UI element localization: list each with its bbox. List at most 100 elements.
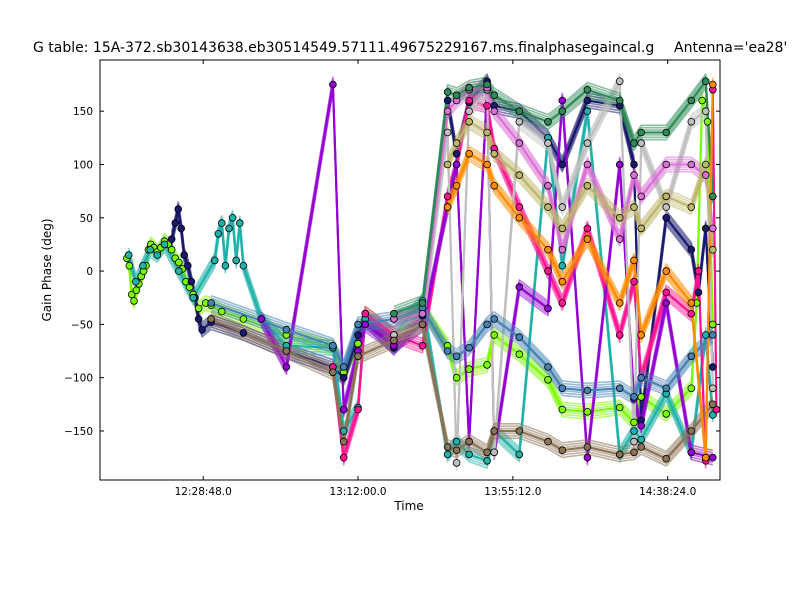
data-point-0-39 (490, 331, 499, 339)
data-point-0-26 (218, 307, 226, 316)
series-line-7 (210, 325, 714, 467)
x-tick-label: 13:55:12.0 (484, 486, 541, 498)
data-point-2-8 (210, 256, 219, 265)
data-point-6-9 (465, 343, 473, 352)
data-point-1-9 (198, 325, 206, 334)
data-point-7-4 (354, 352, 362, 361)
data-point-2-39 (701, 331, 710, 339)
data-point-4-5 (361, 320, 370, 329)
data-point-4-14 (544, 304, 552, 313)
data-point-0-50 (698, 96, 706, 105)
data-point-5-12 (630, 437, 638, 446)
data-point-2-7 (189, 293, 198, 302)
data-point-4-3 (339, 405, 348, 414)
data-point-2-40 (708, 411, 717, 419)
data-point-9-5 (483, 80, 491, 89)
data-point-10-10 (630, 256, 638, 265)
chart-title: G table: 15A-372.sb30143638.eb30514549.5… (33, 40, 654, 56)
data-point-11-1 (452, 139, 461, 147)
data-point-4-19 (637, 421, 645, 430)
data-point-0-18 (175, 258, 183, 267)
data-point-4-22 (708, 453, 717, 462)
data-point-7-20 (687, 427, 696, 435)
data-point-7-17 (630, 448, 638, 457)
data-point-1-26 (558, 160, 567, 169)
data-point-11-0 (443, 160, 452, 169)
data-point-2-11 (221, 261, 230, 270)
series-line-10 (446, 82, 714, 456)
data-point-4-13 (515, 283, 524, 291)
data-point-7-6 (418, 320, 427, 329)
data-point-1-2 (174, 205, 183, 214)
data-point-7-7 (443, 443, 452, 451)
data-point-1-35 (708, 363, 717, 371)
data-point-6-7 (443, 347, 452, 355)
data-point-0-42 (558, 405, 567, 414)
data-point-9-0 (390, 309, 398, 318)
data-point-2-2 (139, 261, 147, 270)
chart-subtitle: Antenna='ea28' (674, 40, 787, 56)
data-point-0-1 (125, 261, 134, 270)
data-point-1-34 (701, 224, 710, 233)
series-line-11 (446, 120, 714, 250)
data-point-8-11 (615, 235, 624, 243)
data-point-4-2 (329, 80, 337, 89)
data-point-0-51 (703, 118, 712, 126)
data-point-0-36 (452, 373, 461, 382)
data-point-10-11 (637, 331, 645, 339)
data-point-0-27 (239, 315, 248, 323)
data-point-4-20 (662, 299, 670, 307)
data-point-6-4 (354, 320, 362, 329)
data-point-2-4 (153, 251, 162, 259)
data-point-9-7 (515, 107, 524, 115)
data-point-11-2 (465, 118, 473, 126)
data-point-2-0 (124, 251, 133, 259)
data-point-5-8 (544, 139, 552, 147)
data-point-1-32 (687, 245, 696, 254)
data-point-2-6 (175, 267, 183, 275)
data-point-0-48 (687, 384, 696, 393)
data-point-6-18 (637, 373, 645, 382)
data-point-5-9 (558, 203, 567, 211)
data-point-10-0 (443, 203, 452, 211)
series-line-11 (446, 116, 714, 245)
data-point-0-16 (167, 245, 176, 254)
data-point-11-6 (544, 203, 552, 211)
data-point-6-12 (515, 333, 524, 342)
data-point-7-12 (515, 427, 524, 435)
y-axis-label: Gain Phase (deg) (40, 218, 54, 321)
data-point-2-16 (239, 261, 248, 270)
x-tick-label: 13:12:00.0 (329, 486, 386, 498)
series-line-11 (446, 125, 714, 255)
data-point-10-6 (544, 245, 552, 254)
data-point-0-37 (465, 365, 473, 373)
data-point-6-19 (662, 384, 670, 393)
data-point-10-12 (662, 267, 670, 275)
data-point-11-13 (687, 203, 696, 211)
series-line-10 (446, 79, 714, 454)
series-line-9 (393, 73, 714, 308)
data-point-3-1 (339, 453, 348, 462)
data-point-2-36 (637, 435, 645, 444)
data-point-9-9 (558, 107, 567, 115)
data-point-3-3 (361, 309, 370, 318)
data-point-2-26 (452, 437, 461, 446)
data-point-7-3 (339, 437, 348, 446)
y-tick-label: 100 (73, 159, 93, 171)
data-point-11-3 (483, 128, 491, 137)
data-point-4-16 (583, 453, 592, 462)
data-point-4-15 (558, 96, 567, 105)
data-point-8-14 (662, 160, 670, 169)
data-point-6-14 (558, 384, 567, 393)
data-point-9-13 (637, 128, 645, 137)
data-point-0-41 (544, 375, 552, 384)
series-line-6 (210, 309, 714, 405)
data-point-2-13 (228, 214, 237, 222)
data-point-7-15 (583, 443, 592, 451)
data-point-6-13 (544, 363, 552, 371)
y-tick-label: −50 (71, 319, 93, 331)
data-point-2-15 (236, 219, 244, 227)
data-point-3-5 (418, 341, 427, 350)
plot-area: 12:28:48.0 13:12:00.0 13:55:12.0 14:38:24.0… (64, 59, 721, 498)
